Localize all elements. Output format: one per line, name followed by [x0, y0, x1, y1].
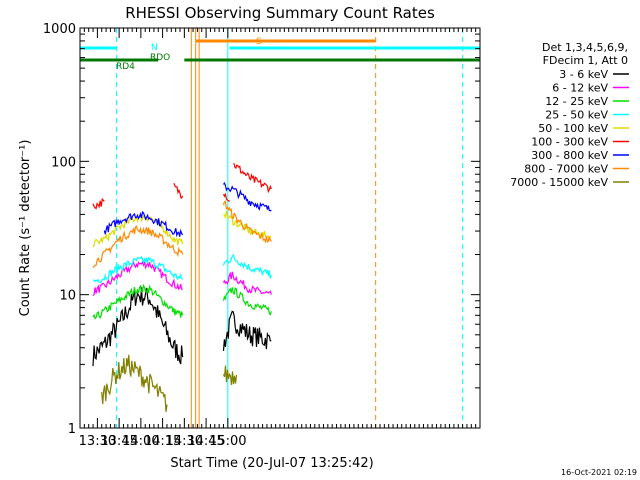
series-line-1-seg-0	[92, 260, 183, 297]
y-tick-label: 1	[68, 422, 76, 437]
legend: Det 1,3,4,5,6,9, FDecim 1, Att 0 3 - 6 k…	[510, 41, 629, 189]
legend-label: 50 - 100 keV	[538, 122, 608, 135]
series-line-6-seg-1	[222, 181, 272, 212]
series-line-7-seg-0	[92, 225, 184, 269]
series-line-7-seg-1	[222, 200, 272, 244]
plot-area: NRDORD4S110100100013:3013:4514:0014:1514…	[43, 22, 481, 449]
series-line-2-seg-0	[92, 283, 184, 320]
series-line-6-seg-0	[103, 210, 184, 238]
legend-label: 7000 - 15000 keV	[510, 176, 608, 189]
legend-label: 6 - 12 keV	[552, 82, 608, 95]
series-line-3-seg-1	[222, 253, 272, 279]
series-line-5-seg-2	[222, 192, 230, 202]
series-line-1-seg-1	[222, 271, 272, 295]
y-tick-label: 100	[51, 155, 76, 170]
x-tick-label: 13:30	[79, 434, 116, 449]
x-tick-label: 14:00	[122, 434, 159, 449]
series-line-0-seg-1	[222, 310, 272, 351]
legend-label: 3 - 6 keV	[559, 68, 608, 81]
x-tick-label: 15:00	[209, 434, 246, 449]
legend-label: 25 - 50 keV	[545, 109, 608, 122]
state-label-n: N	[151, 43, 158, 53]
x-tick-label: 14:30	[166, 434, 203, 449]
series-line-0-seg-0	[92, 287, 184, 367]
series-line-5-seg-3	[233, 162, 272, 194]
legend-header-line-2: FDecim 1, Att 0	[543, 54, 628, 67]
state-label-rdo: RDO	[150, 53, 170, 63]
legend-label: 300 - 800 keV	[531, 149, 608, 162]
y-tick-label: 10	[59, 289, 76, 304]
state-label-rd4: RD4	[116, 62, 135, 72]
legend-header-line-1: Det 1,3,4,5,6,9,	[542, 41, 628, 54]
x-axis-label: Start Time (20-Jul-07 13:25:42)	[170, 456, 373, 471]
x-tick-label: 13:45	[100, 434, 137, 449]
y-tick-label: 1000	[43, 22, 76, 37]
series-line-3-seg-0	[92, 255, 184, 284]
series-line-8-seg-1	[222, 365, 238, 385]
series-line-5-seg-0	[92, 197, 105, 210]
state-label-s: S	[256, 37, 262, 47]
x-tick-label: 14:45	[187, 434, 224, 449]
x-tick-label: 14:15	[144, 434, 181, 449]
series-line-2-seg-1	[222, 287, 272, 316]
legend-label: 12 - 25 keV	[545, 95, 608, 108]
timestamp: 16-Oct-2021 02:19	[561, 468, 637, 477]
y-axis-label: Count Rate (s⁻¹ detector⁻¹)	[18, 140, 33, 317]
legend-label: 800 - 7000 keV	[524, 163, 608, 176]
series-line-5-seg-1	[173, 182, 184, 199]
chart-title: RHESSI Observing Summary Count Rates	[125, 4, 435, 22]
series-line-8-seg-0	[101, 354, 168, 412]
legend-label: 100 - 300 keV	[531, 136, 608, 149]
